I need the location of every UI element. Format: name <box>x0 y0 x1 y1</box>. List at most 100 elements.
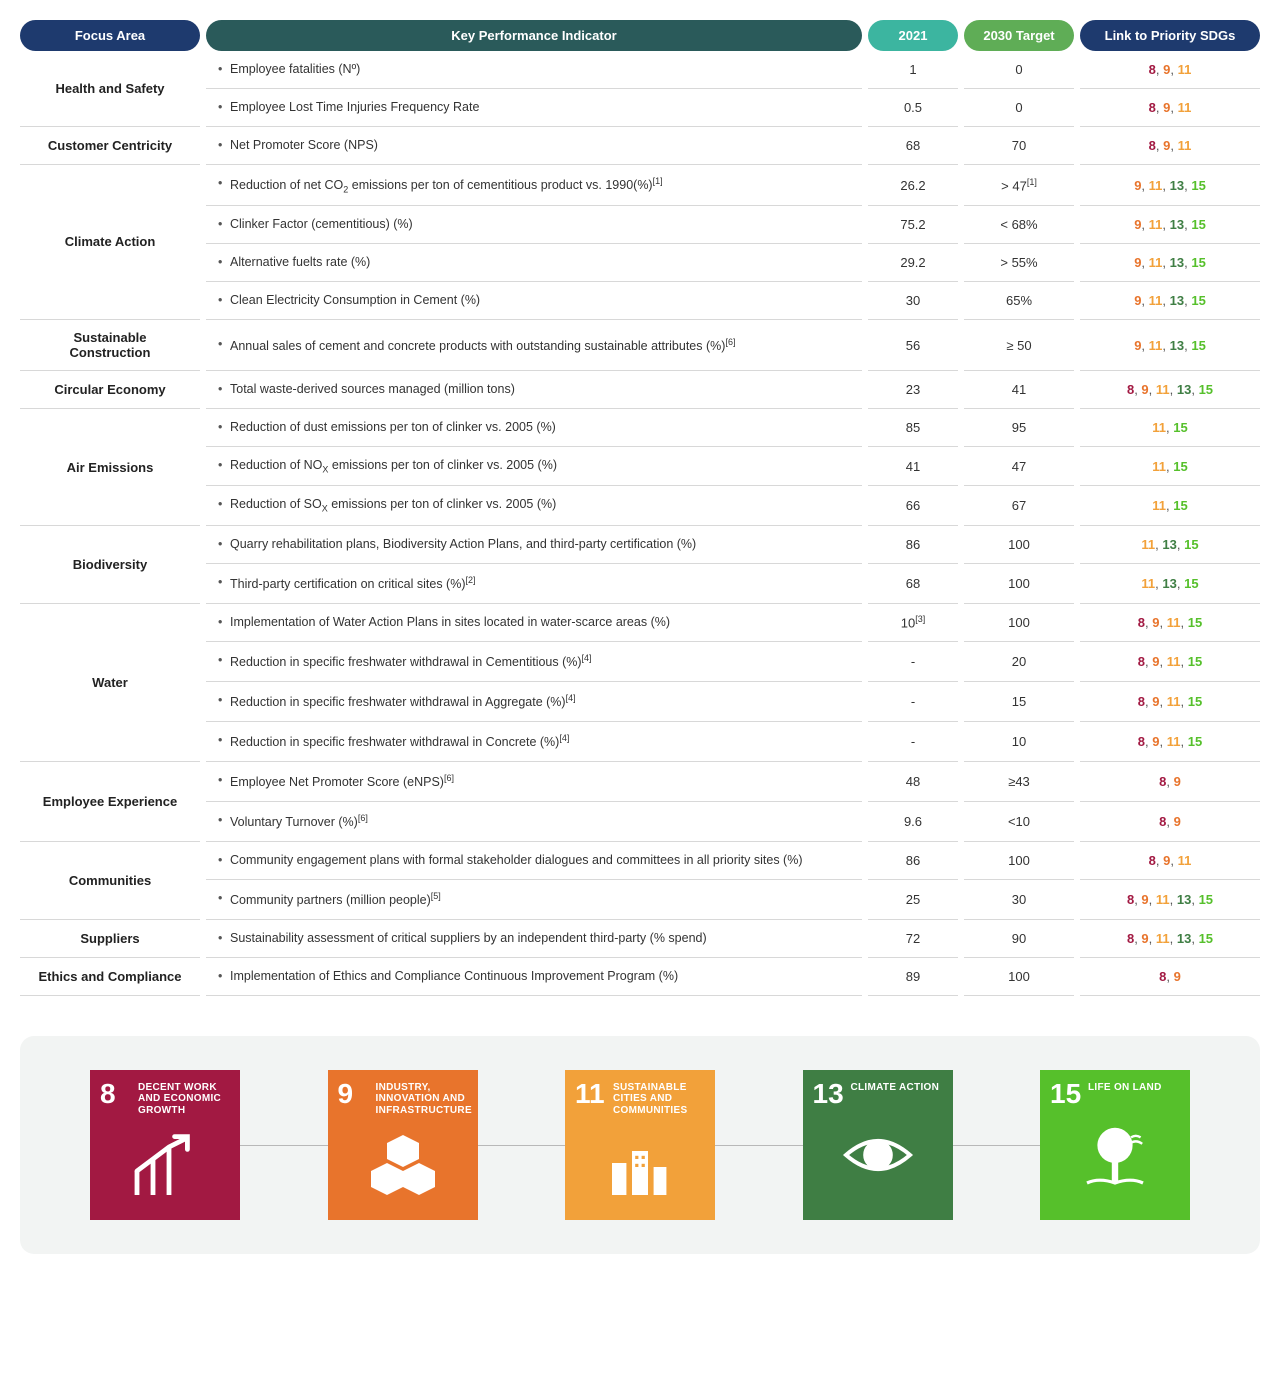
table-row: Reduction in specific freshwater withdra… <box>20 681 1260 721</box>
sdg-title: SUSTAINABLE CITIES AND COMMUNITIES <box>613 1082 705 1117</box>
focus-area-cell: Biodiversity <box>20 526 200 604</box>
sdg-cell: 8, 9 <box>1080 761 1260 801</box>
sdg-card-13: 13CLIMATE ACTION <box>803 1070 953 1220</box>
value-target: > 47[1] <box>964 164 1074 206</box>
table-row: Voluntary Turnover (%)[6]9.6<108, 9 <box>20 801 1260 841</box>
header-2021: 2021 <box>868 20 958 51</box>
sdg-icon <box>1050 1101 1180 1210</box>
value-target: 70 <box>964 126 1074 164</box>
kpi-cell: Reduction in specific freshwater withdra… <box>206 641 862 681</box>
kpi-cell: Reduction of dust emissions per ton of c… <box>206 408 862 446</box>
value-target: 100 <box>964 842 1074 880</box>
header-row: Focus Area Key Performance Indicator 202… <box>20 20 1260 51</box>
value-target: 100 <box>964 563 1074 603</box>
table-row: Ethics and ComplianceImplementation of E… <box>20 957 1260 995</box>
sdg-cell: 8, 9, 11, 15 <box>1080 641 1260 681</box>
sdg-cell: 9, 11, 13, 15 <box>1080 282 1260 320</box>
sdg-icon <box>100 1124 230 1210</box>
value-2021: 9.6 <box>868 801 958 841</box>
table-row: BiodiversityQuarry rehabilitation plans,… <box>20 526 1260 564</box>
value-target: 100 <box>964 526 1074 564</box>
focus-area-cell: Customer Centricity <box>20 126 200 164</box>
table-row: Third-party certification on critical si… <box>20 563 1260 603</box>
table-row: Employee Lost Time Injuries Frequency Ra… <box>20 88 1260 126</box>
value-2021: 72 <box>868 919 958 957</box>
value-2021: 66 <box>868 486 958 526</box>
kpi-cell: Clinker Factor (cementitious) (%) <box>206 206 862 244</box>
value-2021: 10[3] <box>868 603 958 641</box>
sdg-card-11: 11SUSTAINABLE CITIES AND COMMUNITIES <box>565 1070 715 1220</box>
value-target: > 55% <box>964 244 1074 282</box>
sdg-title: DECENT WORK AND ECONOMIC GROWTH <box>138 1082 230 1117</box>
sdg-cell: 8, 9, 11 <box>1080 51 1260 88</box>
value-2021: - <box>868 641 958 681</box>
kpi-cell: Annual sales of cement and concrete prod… <box>206 320 862 371</box>
kpi-cell: Third-party certification on critical si… <box>206 563 862 603</box>
value-2021: 68 <box>868 563 958 603</box>
sdg-cell: 8, 9, 11, 13, 15 <box>1080 371 1260 409</box>
sdg-number: 11 <box>575 1078 605 1110</box>
value-target: 90 <box>964 919 1074 957</box>
value-target: 100 <box>964 603 1074 641</box>
value-target: 65% <box>964 282 1074 320</box>
header-2030-target: 2030 Target <box>964 20 1074 51</box>
table-row: Reduction of SOX emissions per ton of cl… <box>20 486 1260 526</box>
table-row: Reduction in specific freshwater withdra… <box>20 721 1260 761</box>
sdg-icon <box>575 1124 705 1210</box>
table-row: Reduction in specific freshwater withdra… <box>20 641 1260 681</box>
value-target: 95 <box>964 408 1074 446</box>
kpi-cell: Sustainability assessment of critical su… <box>206 919 862 957</box>
sdg-cell: 11, 15 <box>1080 486 1260 526</box>
focus-area-cell: Ethics and Compliance <box>20 957 200 995</box>
table-row: Customer CentricityNet Promoter Score (N… <box>20 126 1260 164</box>
focus-area-cell: Suppliers <box>20 919 200 957</box>
focus-area-cell: Water <box>20 603 200 761</box>
sdg-number: 8 <box>100 1078 116 1110</box>
value-target: 100 <box>964 957 1074 995</box>
value-2021: 26.2 <box>868 164 958 206</box>
table-row: WaterImplementation of Water Action Plan… <box>20 603 1260 641</box>
kpi-cell: Employee Lost Time Injuries Frequency Ra… <box>206 88 862 126</box>
sdg-title: INDUSTRY, INNOVATION AND INFRASTRUCTURE <box>376 1082 468 1117</box>
sdg-title: LIFE ON LAND <box>1088 1082 1180 1094</box>
sdg-cell: 8, 9, 11 <box>1080 88 1260 126</box>
sdg-card-8: 8 DECENT WORK AND ECONOMIC GROWTH <box>90 1070 240 1220</box>
kpi-cell: Community partners (million people)[5] <box>206 879 862 919</box>
value-2021: 29.2 <box>868 244 958 282</box>
sdg-cards-row: 8 DECENT WORK AND ECONOMIC GROWTH 9 INDUSTR… <box>20 1036 1260 1254</box>
value-target: 20 <box>964 641 1074 681</box>
table-row: Community partners (million people)[5]25… <box>20 879 1260 919</box>
value-2021: 48 <box>868 761 958 801</box>
sdg-cell: 8, 9, 11, 15 <box>1080 681 1260 721</box>
kpi-cell: Net Promoter Score (NPS) <box>206 126 862 164</box>
header-sdg-link: Link to Priority SDGs <box>1080 20 1260 51</box>
value-target: < 68% <box>964 206 1074 244</box>
kpi-cell: Community engagement plans with formal s… <box>206 842 862 880</box>
value-target: 0 <box>964 51 1074 88</box>
sdg-cell: 9, 11, 13, 15 <box>1080 164 1260 206</box>
value-target: 47 <box>964 446 1074 486</box>
header-focus-area: Focus Area <box>20 20 200 51</box>
table-row: Clinker Factor (cementitious) (%)75.2< 6… <box>20 206 1260 244</box>
sdg-cell: 8, 9, 11, 15 <box>1080 603 1260 641</box>
sdg-cell: 8, 9, 11 <box>1080 126 1260 164</box>
table-row: SuppliersSustainability assessment of cr… <box>20 919 1260 957</box>
kpi-cell: Reduction of SOX emissions per ton of cl… <box>206 486 862 526</box>
table-row: CommunitiesCommunity engagement plans wi… <box>20 842 1260 880</box>
sdg-number: 9 <box>338 1078 354 1110</box>
table-row: Air EmissionsReduction of dust emissions… <box>20 408 1260 446</box>
focus-area-cell: Communities <box>20 842 200 920</box>
kpi-cell: Employee Net Promoter Score (eNPS)[6] <box>206 761 862 801</box>
sdg-cell: 11, 15 <box>1080 408 1260 446</box>
value-target: <10 <box>964 801 1074 841</box>
sdg-cell: 8, 9 <box>1080 801 1260 841</box>
kpi-cell: Alternative fuelts rate (%) <box>206 244 862 282</box>
sdg-cell: 8, 9, 11 <box>1080 842 1260 880</box>
focus-area-cell: Employee Experience <box>20 761 200 841</box>
kpi-cell: Voluntary Turnover (%)[6] <box>206 801 862 841</box>
value-target: 67 <box>964 486 1074 526</box>
kpi-cell: Implementation of Water Action Plans in … <box>206 603 862 641</box>
value-target: 0 <box>964 88 1074 126</box>
sdg-number: 13 <box>813 1078 844 1110</box>
value-target: 10 <box>964 721 1074 761</box>
